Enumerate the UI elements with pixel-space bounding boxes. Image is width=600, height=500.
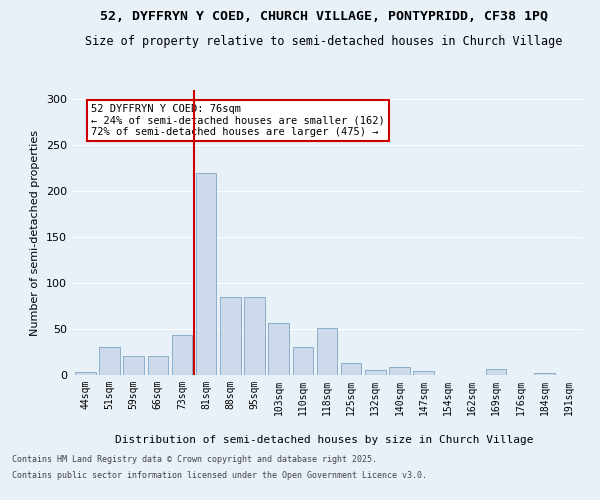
Text: Contains public sector information licensed under the Open Government Licence v3: Contains public sector information licen… [12, 470, 427, 480]
Bar [75, 372, 95, 375]
Bar [148, 356, 168, 375]
Bar [220, 297, 241, 375]
Bar [293, 348, 313, 375]
Text: Distribution of semi-detached houses by size in Church Village: Distribution of semi-detached houses by … [115, 435, 533, 445]
Text: 52, DYFFRYN Y COED, CHURCH VILLAGE, PONTYPRIDD, CF38 1PQ: 52, DYFFRYN Y COED, CHURCH VILLAGE, PONT… [100, 10, 548, 23]
Bar [172, 334, 192, 375]
Bar [486, 370, 506, 375]
Bar [124, 356, 144, 375]
Bar [99, 348, 120, 375]
Bar [365, 370, 386, 375]
Text: 52 DYFFRYN Y COED: 76sqm
← 24% of semi-detached houses are smaller (162)
72% of : 52 DYFFRYN Y COED: 76sqm ← 24% of semi-d… [91, 104, 385, 137]
Bar [413, 372, 434, 375]
Text: Contains HM Land Registry data © Crown copyright and database right 2025.: Contains HM Land Registry data © Crown c… [12, 456, 377, 464]
Text: Size of property relative to semi-detached houses in Church Village: Size of property relative to semi-detach… [85, 35, 563, 48]
Bar [389, 366, 410, 375]
Y-axis label: Number of semi-detached properties: Number of semi-detached properties [31, 130, 40, 336]
Bar [268, 322, 289, 375]
Bar [196, 172, 217, 375]
Bar [341, 363, 361, 375]
Bar [534, 373, 555, 375]
Bar [244, 297, 265, 375]
Bar [317, 328, 337, 375]
